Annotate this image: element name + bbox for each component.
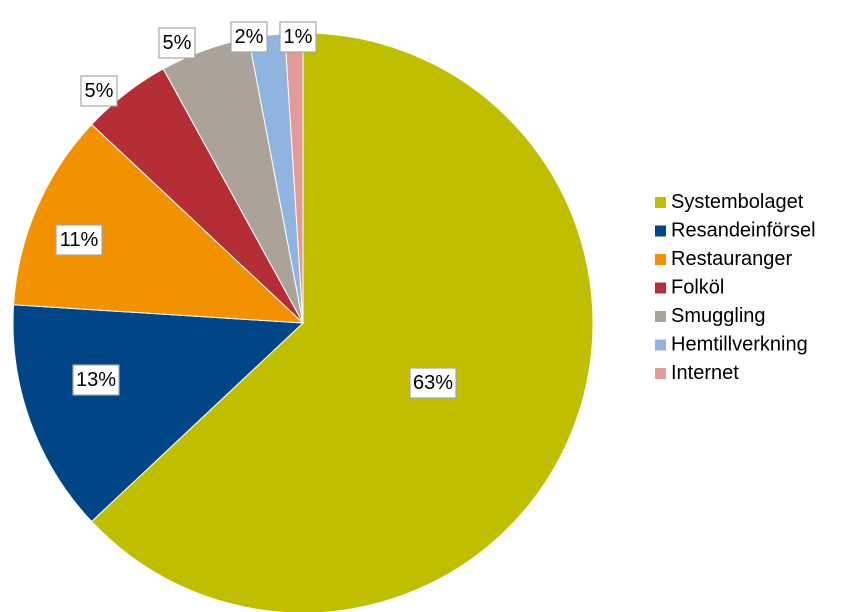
legend-label: Smuggling: [671, 305, 766, 327]
data-label-text: 11%: [60, 229, 99, 251]
data-label-box: [72, 364, 120, 396]
data-label-text: 5%: [163, 32, 192, 54]
legend-label: Restauranger: [671, 248, 793, 270]
data-label-smuggling: 5%: [158, 27, 196, 59]
legend-item-systembolaget: Systembolaget: [655, 191, 804, 213]
legend-swatch: [655, 197, 666, 208]
data-label-box: [279, 21, 317, 53]
data-label-folkol: 5%: [80, 75, 118, 107]
pie-slice-restauranger: [13, 123, 305, 324]
legend-swatch: [655, 254, 666, 265]
data-label-internet: 1%: [279, 21, 317, 53]
legend-label: Hemtillverkning: [671, 334, 808, 356]
legend: Systembolaget Resandeinförsel Restauranger…: [655, 191, 816, 384]
legend-swatch: [655, 282, 666, 294]
legend-item-folkol: Folköl: [655, 277, 724, 299]
legend-label: Folköl: [671, 277, 724, 299]
legend-item-internet: Internet: [655, 362, 739, 384]
data-label-text: 2%: [235, 26, 264, 48]
data-label-systembolaget: 63%: [409, 367, 457, 399]
data-label-box: [80, 75, 118, 107]
legend-item-smuggling: Smuggling: [655, 305, 766, 327]
pie-slice-systembolaget: [90, 32, 594, 612]
data-label-restauranger: 11%: [55, 224, 103, 256]
data-labels: 63% 13% 11% 5% 5% 2% 1%: [55, 21, 457, 399]
data-label-box: [409, 367, 457, 399]
legend-label: Internet: [671, 362, 739, 384]
legend-swatch: [655, 225, 666, 237]
data-label-text: 5%: [85, 80, 114, 102]
legend-swatch: [655, 368, 666, 379]
legend-label: Resandeinförsel: [671, 220, 816, 242]
data-label-hemtillverkning: 2%: [230, 21, 268, 53]
legend-item-restauranger: Restauranger: [655, 248, 793, 270]
pie-slice-resandeinforsel: [12, 304, 305, 523]
pie-slices: [12, 32, 594, 612]
data-label-box: [230, 21, 268, 53]
data-label-text: 1%: [284, 26, 313, 48]
legend-swatch: [655, 311, 666, 322]
legend-swatch: [655, 339, 666, 351]
data-label-box: [55, 224, 103, 256]
data-label-text: 13%: [76, 369, 116, 391]
data-label-box: [158, 27, 196, 59]
data-label-text: 63%: [413, 372, 453, 394]
legend-item-resandeinforsel: Resandeinförsel: [655, 220, 816, 242]
legend-label: Systembolaget: [671, 191, 804, 213]
legend-item-hemtillverkning: Hemtillverkning: [655, 334, 808, 356]
data-label-resandeinforsel: 13%: [72, 364, 120, 396]
